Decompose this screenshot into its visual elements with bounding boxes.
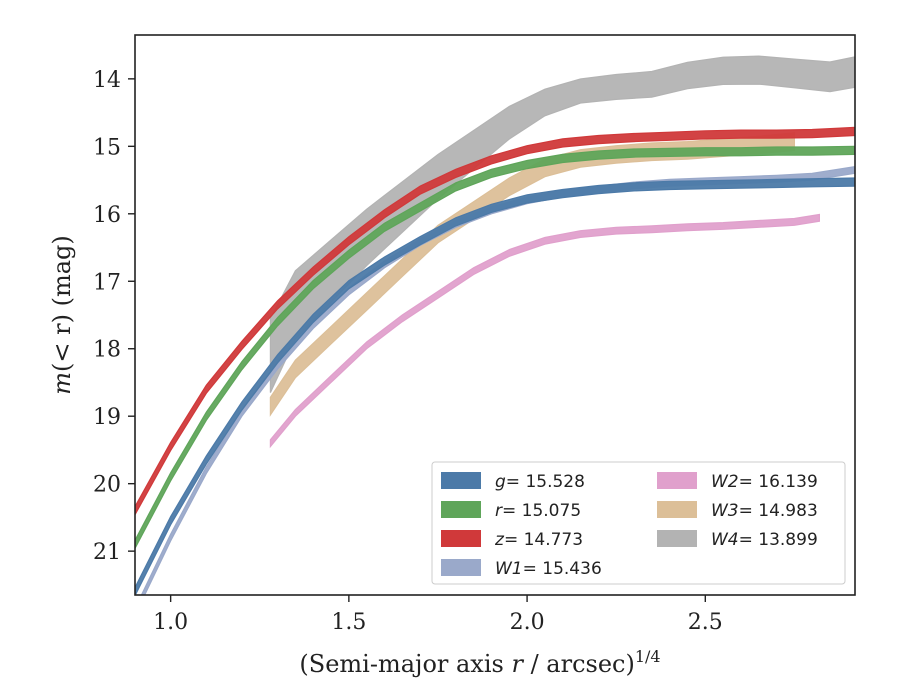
series-layer bbox=[135, 55, 855, 595]
series-band-w2 bbox=[269, 213, 820, 449]
y-tick-label: 14 bbox=[93, 68, 121, 93]
legend-label-w3: W3= 14.983 bbox=[711, 501, 818, 521]
legend: g= 15.528 r= 15.075 z= 14.773 W1= 15.436 W2=… bbox=[431, 461, 846, 585]
y-tick-label: 19 bbox=[93, 405, 121, 430]
series-band-r bbox=[135, 145, 855, 549]
y-tick-label: 17 bbox=[93, 270, 121, 295]
x-axis-label: (Semi-major axis r / arcsec)1/4 bbox=[299, 647, 660, 678]
legend-swatch-w1 bbox=[441, 559, 481, 576]
y-tick-label: 16 bbox=[93, 203, 121, 228]
legend-label-w1: W1= 15.436 bbox=[495, 559, 602, 579]
x-tick-label: 2.0 bbox=[510, 610, 545, 635]
legend-swatch-g bbox=[441, 472, 481, 489]
plot-frame bbox=[134, 34, 856, 596]
legend-swatch-z bbox=[441, 530, 481, 547]
series-band-z bbox=[135, 126, 855, 516]
legend-label-w4: W4= 13.899 bbox=[711, 530, 818, 550]
x-tick-label: 1.0 bbox=[153, 610, 188, 635]
y-tick-label: 21 bbox=[93, 540, 121, 565]
legend-label-z: z= 14.773 bbox=[494, 530, 583, 550]
legend-label-g: g= 15.528 bbox=[495, 472, 585, 492]
y-tick-label: 20 bbox=[93, 473, 121, 498]
legend-swatch-w2 bbox=[657, 472, 697, 489]
x-tick-label: 1.5 bbox=[331, 610, 366, 635]
legend-label-r: r= 15.075 bbox=[495, 501, 581, 521]
legend-label-w2: W2= 16.139 bbox=[711, 472, 818, 492]
y-tick-label: 18 bbox=[93, 338, 121, 363]
series-band-g bbox=[135, 177, 855, 595]
y-axis-label: m(< r) (mag) bbox=[48, 235, 76, 395]
y-tick-label: 15 bbox=[93, 135, 121, 160]
y-axis: 14 15 16 17 18 19 20 21 bbox=[93, 68, 135, 565]
x-tick-label: 2.5 bbox=[688, 610, 723, 635]
legend-frame bbox=[431, 461, 846, 585]
legend-swatch-r bbox=[441, 501, 481, 518]
legend-swatch-w3 bbox=[657, 501, 697, 518]
x-axis: 1.0 1.5 2.0 2.5 bbox=[153, 595, 723, 635]
legend-swatch-w4 bbox=[657, 530, 697, 547]
